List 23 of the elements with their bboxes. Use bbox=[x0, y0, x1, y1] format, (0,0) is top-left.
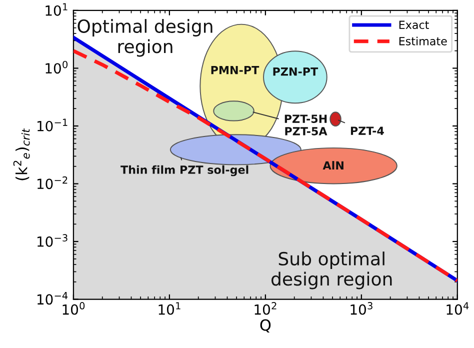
legend-label: Estimate bbox=[399, 36, 447, 46]
x-axis-title: Q bbox=[260, 319, 271, 333]
y-tick-label: 10$^{0}$ bbox=[46, 60, 68, 74]
annotation: Sub optimal design region bbox=[271, 252, 392, 290]
annotation: Optimal design region bbox=[78, 19, 212, 57]
x-tick-label: 10$^{4}$ bbox=[446, 302, 469, 315]
x-tick-label: 10$^{3}$ bbox=[350, 302, 372, 315]
x-tick-label: 10$^{2}$ bbox=[254, 302, 276, 315]
y-tick-label: 10$^{−3}$ bbox=[37, 234, 68, 247]
annotation: Thin film PZT sol-gel bbox=[120, 165, 248, 176]
annotation: PZT-4 bbox=[350, 126, 384, 135]
annotation: PZT-5H PZT-5A bbox=[284, 114, 328, 136]
x-tick-label: 10$^{0}$ bbox=[62, 302, 85, 315]
y-tick-label: 10$^{−4}$ bbox=[37, 292, 68, 305]
y-tick-label: 10$^{1}$ bbox=[46, 3, 68, 16]
y-axis-title: (k$^{2}$$_{e}$)$_{crit}$ bbox=[13, 128, 30, 180]
legend-label: Exact bbox=[399, 20, 429, 30]
annotation: PZN-PT bbox=[273, 68, 318, 76]
annotation: PMN-PT bbox=[211, 66, 260, 74]
x-tick-label: 10$^{1}$ bbox=[158, 302, 180, 315]
annotation: AlN bbox=[322, 161, 344, 170]
y-tick-label: 10$^{−1}$ bbox=[37, 118, 68, 132]
y-tick-label: 10$^{−2}$ bbox=[37, 176, 68, 190]
